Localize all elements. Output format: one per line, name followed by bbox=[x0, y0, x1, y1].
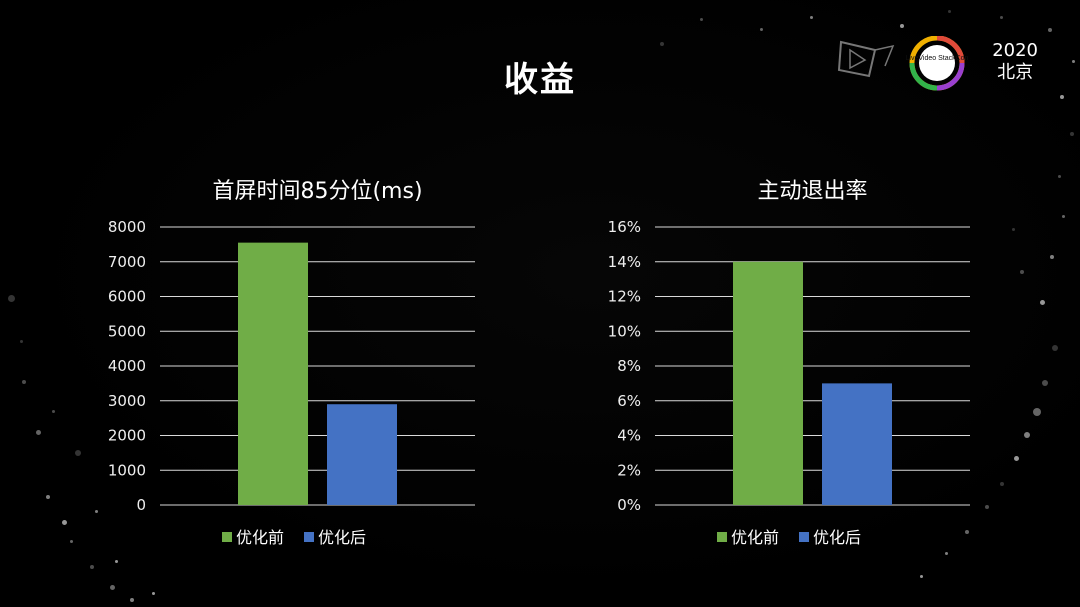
star-dot bbox=[46, 495, 50, 499]
chart-first-screen-time: 首屏时间85分位(ms) 0 1000 2000 3000 4000 5000 6000 700… bbox=[108, 179, 475, 547]
y-tick-label: 0% bbox=[617, 496, 641, 514]
livevideo-ring-icon: LiveVideo StackCon bbox=[906, 36, 969, 91]
y-tick-label: 1000 bbox=[108, 461, 146, 479]
star-dot bbox=[1048, 28, 1052, 32]
event-year: 2020 bbox=[992, 40, 1038, 61]
bar-after bbox=[822, 383, 892, 505]
star-dot bbox=[22, 380, 26, 384]
star-dot bbox=[52, 410, 55, 413]
y-tick-label: 8% bbox=[617, 357, 641, 375]
star-dot bbox=[1070, 132, 1074, 136]
star-dot bbox=[1040, 300, 1045, 305]
star-dot bbox=[152, 592, 155, 595]
star-dot bbox=[75, 450, 81, 456]
star-dot bbox=[115, 560, 118, 563]
page-title: 收益 bbox=[504, 60, 576, 100]
star-dot bbox=[760, 28, 763, 31]
star-dot bbox=[1042, 380, 1048, 386]
y-tick-label: 2% bbox=[617, 461, 641, 479]
event-city: 北京 bbox=[997, 62, 1034, 83]
star-dot bbox=[62, 520, 67, 525]
y-tick-label: 6% bbox=[617, 392, 641, 410]
star-dot bbox=[1050, 255, 1054, 259]
star-dot bbox=[948, 10, 951, 13]
chart-title: 主动退出率 bbox=[757, 179, 867, 204]
star-dot bbox=[810, 16, 813, 19]
y-tick-label: 8000 bbox=[108, 218, 146, 236]
bar-before bbox=[238, 242, 308, 505]
chart-active-exit-rate: 主动退出率 0% 2% 4% 6% 8% 10% 12% 14% 16% 优化前 优化后 bbox=[608, 179, 970, 547]
star-dot bbox=[70, 540, 73, 543]
y-tick-label: 4000 bbox=[108, 357, 146, 375]
legend-swatch bbox=[799, 532, 809, 542]
star-dot bbox=[1000, 16, 1003, 19]
legend-swatch bbox=[304, 532, 314, 542]
legend-swatch bbox=[717, 532, 727, 542]
star-dot bbox=[1052, 345, 1058, 351]
y-tick-label: 14% bbox=[608, 253, 641, 271]
y-tick-label: 16% bbox=[608, 218, 641, 236]
legend-label: 优化前 bbox=[731, 528, 779, 547]
livevideo-logo: LiveVideo StackCon bbox=[837, 36, 969, 91]
y-tick-label: 7000 bbox=[108, 253, 146, 271]
y-tick-label: 4% bbox=[617, 427, 641, 445]
star-dot bbox=[20, 340, 23, 343]
y-tick-label: 0 bbox=[136, 496, 146, 514]
legend-label: 优化后 bbox=[813, 528, 861, 547]
y-tick-label: 3000 bbox=[108, 392, 146, 410]
y-tick-label: 5000 bbox=[108, 322, 146, 340]
star-dot bbox=[36, 430, 41, 435]
logo-text: LiveVideo StackCon bbox=[906, 55, 969, 62]
star-dot bbox=[90, 565, 94, 569]
star-dot bbox=[1062, 215, 1065, 218]
legend-swatch bbox=[222, 532, 232, 542]
star-dot bbox=[900, 24, 904, 28]
play-triangle-icon bbox=[837, 40, 895, 78]
y-tick-label: 10% bbox=[608, 322, 641, 340]
star-dot bbox=[8, 295, 15, 302]
event-badge: 2020 北京 bbox=[992, 40, 1038, 84]
star-dot bbox=[1033, 408, 1041, 416]
y-tick-label: 12% bbox=[608, 288, 641, 306]
star-dot bbox=[660, 42, 664, 46]
star-dot bbox=[110, 585, 115, 590]
bar-before bbox=[733, 261, 803, 505]
y-tick-label: 2000 bbox=[108, 427, 146, 445]
legend-label: 优化后 bbox=[318, 528, 366, 547]
bar-after bbox=[327, 404, 397, 505]
chart-title: 首屏时间85分位(ms) bbox=[212, 179, 422, 204]
legend-label: 优化前 bbox=[236, 528, 284, 547]
star-dot bbox=[700, 18, 703, 21]
star-dot bbox=[130, 598, 134, 602]
star-dot bbox=[1058, 175, 1061, 178]
y-tick-label: 6000 bbox=[108, 288, 146, 306]
star-dot bbox=[920, 575, 923, 578]
